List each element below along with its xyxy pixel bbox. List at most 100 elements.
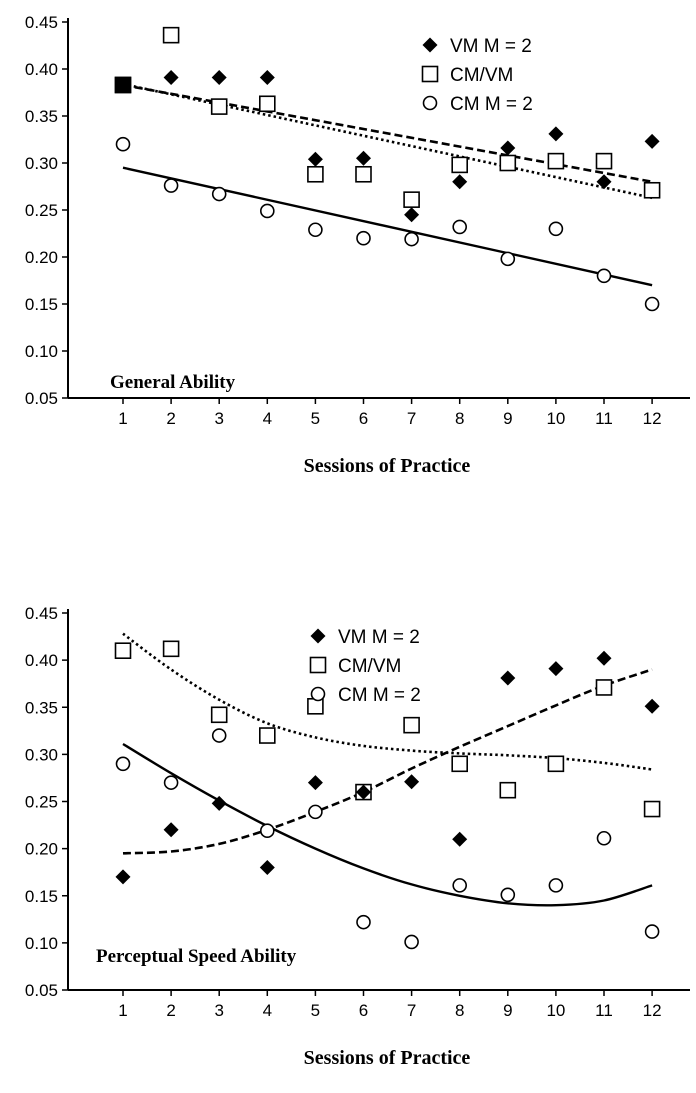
x-tick-label: 10	[546, 409, 565, 428]
data-point-cm-vm	[595, 152, 613, 170]
x-tick-label: 4	[263, 1001, 272, 1020]
data-point-vm-m-2	[115, 869, 131, 885]
y-tick-label: 0.05	[25, 389, 58, 408]
data-point-vm-m-2	[211, 795, 227, 811]
panel-label: General Ability	[110, 372, 236, 393]
y-tick-label: 0.35	[25, 698, 58, 717]
legend-label: VM M = 2	[450, 36, 532, 57]
data-point-cm-vm	[210, 706, 228, 724]
data-point-cm-m-2	[115, 136, 131, 152]
x-tick-label: 11	[595, 1001, 613, 1020]
x-tick-label: 2	[166, 1001, 175, 1020]
x-tick-label: 8	[455, 409, 464, 428]
x-tick-label: 9	[503, 1001, 512, 1020]
x-tick-label: 8	[455, 1001, 464, 1020]
x-axis-label: Sessions of Practice	[304, 455, 471, 477]
legend: VM M = 2 CM/VM CM M = 2	[309, 627, 421, 706]
data-point-vm-m-2	[548, 126, 564, 142]
legend-marker-cm-m-2	[310, 686, 326, 702]
legend-marker-cm-vm	[309, 656, 327, 674]
data-point-cm-vm	[451, 156, 469, 174]
data-point-vm-m-2	[307, 151, 323, 167]
legend-label: CM M = 2	[338, 685, 421, 706]
data-point-cm-vm	[547, 152, 565, 170]
y-tick-label: 0.10	[25, 342, 58, 361]
data-point-cm-m-2	[308, 804, 323, 820]
data-point-cm-vm	[643, 181, 661, 199]
data-point-cm-m-2	[596, 830, 612, 846]
data-point-cm-m-2	[163, 178, 179, 193]
x-tick-label: 4	[263, 409, 272, 428]
data-point-vm-m-2	[211, 69, 227, 85]
legend-marker-vm-m-2	[310, 628, 326, 644]
y-tick-label: 0.40	[25, 651, 58, 670]
y-tick-label: 0.30	[25, 745, 58, 764]
data-point-cm-vm	[451, 755, 469, 773]
data-point-cm-m-2	[308, 222, 323, 238]
y-tick-label: 0.30	[25, 154, 58, 173]
fit-line-cm-vm	[122, 632, 653, 771]
legend: VM M = 2 CM/VM CM M = 2	[421, 36, 533, 115]
data-point-cm-m-2	[404, 231, 419, 247]
data-point-cm-m-2	[115, 756, 131, 772]
data-point-vm-m-2	[500, 140, 516, 156]
data-point-cm-m-2	[259, 823, 275, 839]
data-point-cm-vm	[499, 154, 517, 172]
x-tick-label: 7	[407, 409, 416, 428]
y-tick-label: 0.25	[25, 201, 58, 220]
x-tick-label: 12	[643, 409, 662, 428]
data-point-vm-m-2	[163, 69, 179, 85]
data-point-cm-vm	[258, 95, 276, 113]
x-tick-label: 3	[214, 409, 223, 428]
data-point-cm-m-2	[259, 203, 275, 219]
data-point-cm-vm	[162, 640, 180, 658]
y-tick-label: 0.10	[25, 934, 58, 953]
legend-label: CM/VM	[338, 656, 401, 677]
data-point-cm-m-2	[163, 775, 179, 790]
data-point-cm-m-2	[404, 934, 419, 950]
x-tick-label: 9	[503, 409, 512, 428]
data-point-vm-m-2	[307, 775, 323, 791]
x-tick-label: 5	[311, 409, 320, 428]
data-point-vm-m-2	[644, 133, 660, 149]
data-point-cm-vm	[307, 698, 324, 715]
data-point-cm-vm	[162, 26, 180, 44]
data-point-cm-m-2	[644, 924, 660, 939]
legend-label: VM M = 2	[338, 627, 420, 648]
data-point-cm-m-2	[548, 221, 564, 237]
x-tick-label: 1	[118, 409, 127, 428]
y-tick-label: 0.15	[25, 887, 58, 906]
x-tick-label: 10	[546, 1001, 565, 1020]
fit-line-cm-vm	[122, 82, 653, 200]
x-tick-label: 6	[359, 409, 368, 428]
data-point-cm-m-2	[500, 887, 516, 903]
data-point-cm-m-2	[596, 268, 612, 284]
y-tick-label: 0.15	[25, 295, 58, 314]
x-tick-label: 5	[311, 1001, 320, 1020]
data-point-vm-m-2	[548, 661, 564, 677]
data-point-cm-vm	[355, 165, 372, 183]
y-tick-label: 0.20	[25, 248, 58, 267]
data-point-vm-m-2	[163, 822, 179, 838]
data-point-cm-vm	[114, 642, 132, 660]
data-point-cm-m-2	[356, 230, 371, 246]
x-tick-label: 3	[214, 1001, 223, 1020]
data-point-vm-m-2	[596, 650, 612, 666]
chart-perceptual-speed-ability: 0.450.400.350.300.250.200.150.100.051 2 3 4…	[25, 604, 690, 1069]
fit-line-cm-m-2	[122, 742, 653, 907]
x-tick-label: 1	[118, 1001, 127, 1020]
x-tick-label: 12	[643, 1001, 662, 1020]
legend-marker-cm-m-2	[422, 95, 438, 111]
data-point-vm-m-2	[259, 69, 275, 85]
data-point-vm-m-2	[644, 698, 660, 714]
data-point-cm-m-2	[211, 728, 227, 743]
data-point-cm-vm	[258, 727, 276, 744]
x-tick-label: 2	[166, 409, 175, 428]
data-point-cm-m-2	[452, 878, 468, 893]
panel-label: Perceptual Speed Ability	[96, 946, 297, 967]
data-point-cm-m-2	[500, 251, 516, 267]
data-point-cm-vm	[499, 781, 517, 799]
legend-label: CM M = 2	[450, 94, 533, 115]
data-point-cm-m-2	[548, 878, 564, 893]
